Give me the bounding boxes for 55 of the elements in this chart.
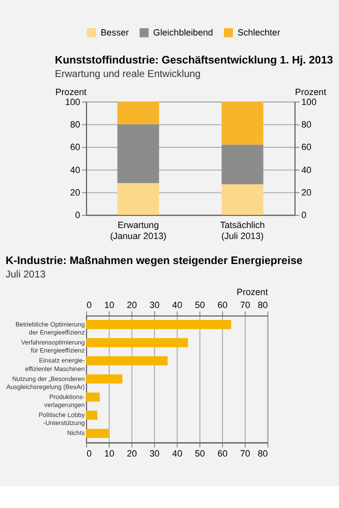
bar bbox=[86, 410, 98, 420]
x2-tick-label: 20 bbox=[126, 300, 137, 310]
legend-label: Gleichbleibend bbox=[153, 27, 214, 38]
bar bbox=[222, 102, 264, 145]
y-tick-label: 0 bbox=[75, 210, 80, 220]
y-axis-title: Prozent bbox=[55, 86, 88, 97]
legend-label: Schlechter bbox=[237, 27, 280, 38]
y2-tick-label: 40 bbox=[301, 164, 312, 175]
chart-title: Kunststoffindustrie: Geschäftsentwicklung 1. Hj. 2013 bbox=[54, 54, 334, 67]
legend-label: Besser bbox=[100, 27, 129, 38]
x-tick-label: 20 bbox=[126, 448, 137, 458]
y2-tick-label: 20 bbox=[301, 187, 312, 198]
bar bbox=[86, 428, 109, 438]
y2-tick-label: 80 bbox=[301, 119, 312, 130]
bar bbox=[222, 184, 264, 215]
x2-tick-label: 0 bbox=[86, 300, 92, 310]
x2-tick-label: 60 bbox=[217, 300, 228, 310]
chart-title: K-Industrie: Maßnahmen wegen steigender Energiepreise bbox=[6, 254, 303, 267]
x-tick-label: 0 bbox=[86, 448, 92, 458]
y-tick-label: 60 bbox=[70, 142, 80, 152]
bar bbox=[86, 338, 188, 348]
y2-tick-label: 0 bbox=[301, 210, 306, 220]
y2-tick-label: 60 bbox=[301, 142, 312, 152]
bar bbox=[222, 144, 264, 184]
x-tick-label: 50 bbox=[194, 448, 205, 458]
x2-tick-label: 70 bbox=[240, 300, 250, 310]
bar bbox=[86, 374, 122, 384]
bar bbox=[86, 392, 100, 402]
chart-subtitle: Erwartung und reale Entwicklung bbox=[54, 69, 201, 80]
y2-axis-title: Prozent bbox=[295, 86, 327, 97]
x-tick-label: 10 bbox=[104, 448, 114, 458]
y-tick-label: 20 bbox=[70, 187, 80, 198]
y2-tick-label: 100 bbox=[301, 96, 316, 107]
x2-tick-label: 30 bbox=[150, 300, 160, 310]
x2-axis-title: Prozent bbox=[236, 287, 268, 298]
bar bbox=[117, 102, 160, 124]
x2-tick-label: 50 bbox=[194, 300, 205, 310]
bar bbox=[117, 124, 160, 184]
x2-tick-label: 10 bbox=[104, 300, 114, 310]
x-tick-label: 40 bbox=[172, 448, 182, 458]
x-tick-label: 70 bbox=[240, 448, 250, 458]
x-tick-label: 80 bbox=[258, 448, 268, 458]
x2-tick-label: 80 bbox=[258, 300, 268, 310]
x2-tick-label: 40 bbox=[172, 300, 182, 310]
x-tick-label: Tatsächlich (Juli 2013) bbox=[220, 220, 265, 241]
y-tick-label: 100 bbox=[65, 96, 80, 107]
x-tick-label: Erwartung (Januar 2013) bbox=[110, 220, 166, 241]
y-tick-label: 80 bbox=[70, 119, 80, 130]
x-tick-label: 60 bbox=[217, 448, 228, 458]
bar bbox=[117, 183, 160, 215]
y-tick-label: 40 bbox=[70, 164, 80, 175]
x-tick-label: 30 bbox=[150, 448, 160, 458]
bar bbox=[86, 320, 232, 330]
chart-subtitle: Juli 2013 bbox=[6, 269, 46, 280]
bar bbox=[86, 356, 168, 366]
